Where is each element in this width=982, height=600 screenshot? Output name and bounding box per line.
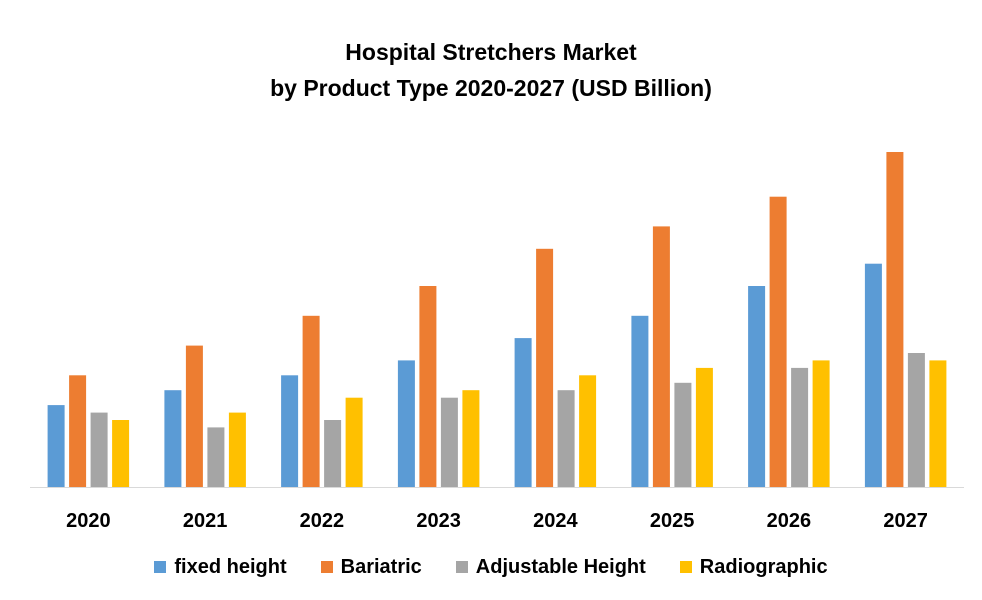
bar-bariatric-2024 <box>536 248 554 487</box>
bar-fixed-height-2025 <box>631 315 649 487</box>
bar-bariatric-2025 <box>652 226 670 487</box>
bar-fixed-height-2023 <box>397 360 415 487</box>
chart-title: Hospital Stretchers Market by Product Ty… <box>0 34 982 106</box>
bar-radiographic-2022 <box>345 397 363 487</box>
legend-label-bariatric: Bariatric <box>340 555 422 578</box>
bar-fixed-height-2027 <box>864 263 882 487</box>
legend-swatch-bariatric <box>320 561 333 573</box>
legend-label-radiographic: Radiographic <box>699 555 828 578</box>
bar-radiographic-2023 <box>462 390 480 487</box>
x-tick-label-2021: 2021 <box>183 510 228 532</box>
bar-fixed-height-2026 <box>748 286 766 487</box>
legend-swatch-radiographic <box>679 561 692 573</box>
chart-title-line1: Hospital Stretchers Market <box>345 39 637 65</box>
legend-item-radiographic: Radiographic <box>679 555 828 579</box>
bar-adjustable-height-2021 <box>207 427 225 487</box>
bar-adjustable-height-2024 <box>557 390 575 487</box>
legend-label-fixed-height: fixed height <box>174 555 287 578</box>
legend-swatch-fixed-height <box>154 561 167 573</box>
bar-fixed-height-2022 <box>281 375 299 487</box>
bar-fixed-height-2024 <box>514 338 532 487</box>
bar-radiographic-2026 <box>812 360 830 487</box>
bar-radiographic-2027 <box>929 360 947 487</box>
chart-subtitle: by Product Type 2020-2027 (USD Billion) <box>270 75 712 101</box>
x-tick-label-2025: 2025 <box>650 510 695 532</box>
x-tick-label-2023: 2023 <box>416 510 461 532</box>
bar-radiographic-2025 <box>695 367 713 487</box>
x-tick-label-2024: 2024 <box>533 510 578 532</box>
bar-bariatric-2023 <box>419 286 437 487</box>
bar-adjustable-height-2022 <box>324 420 342 487</box>
bar-adjustable-height-2026 <box>791 367 809 487</box>
bar-bariatric-2022 <box>302 315 320 487</box>
legend-item-bariatric: Bariatric <box>320 555 422 579</box>
bar-adjustable-height-2025 <box>674 382 692 487</box>
legend: fixed height Bariatric Adjustable Height Ra… <box>0 552 982 582</box>
bar-adjustable-height-2023 <box>440 397 458 487</box>
x-tick-label-2022: 2022 <box>300 510 345 532</box>
legend-label-adjustable-height: Adjustable Height <box>475 555 646 578</box>
x-tick-label-2026: 2026 <box>767 510 812 532</box>
bar-adjustable-height-2020 <box>90 412 108 487</box>
bar-bariatric-2026 <box>769 196 787 487</box>
bar-adjustable-height-2027 <box>907 353 925 487</box>
bar-bariatric-2021 <box>185 345 203 487</box>
bar-radiographic-2024 <box>579 375 597 487</box>
legend-item-fixed-height: fixed height <box>154 555 287 579</box>
bar-radiographic-2021 <box>228 412 246 487</box>
legend-item-adjustable-height: Adjustable Height <box>455 555 646 579</box>
x-tick-label-2027: 2027 <box>883 510 928 532</box>
bar-fixed-height-2020 <box>47 405 65 487</box>
bar-fixed-height-2021 <box>164 390 182 487</box>
bar-bariatric-2020 <box>69 375 87 487</box>
bar-radiographic-2020 <box>112 420 130 487</box>
x-tick-label-2020: 2020 <box>66 510 111 532</box>
legend-swatch-adjustable-height <box>455 561 468 573</box>
bar-bariatric-2027 <box>886 152 904 487</box>
